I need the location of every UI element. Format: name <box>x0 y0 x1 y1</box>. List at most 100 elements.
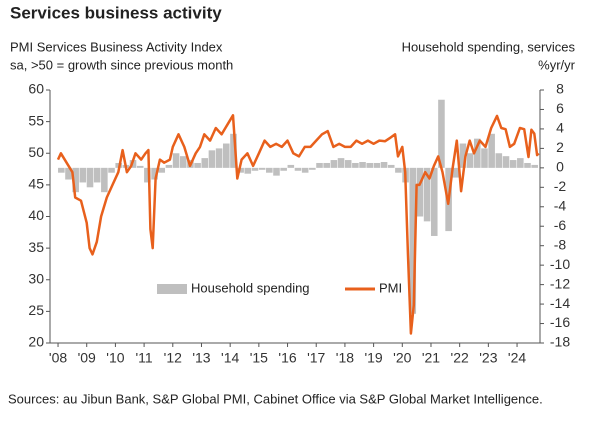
x-tick-label: '19 <box>364 350 382 366</box>
y-tick-label: 40 <box>28 207 44 223</box>
legend-label: Household spending <box>191 280 310 295</box>
x-tick-label: '13 <box>192 350 210 366</box>
x-tick-label: '09 <box>78 350 96 366</box>
y-tick-label: 50 <box>28 144 44 160</box>
bar <box>273 167 280 176</box>
bar <box>158 167 166 173</box>
y2-tick-label: 2 <box>556 139 564 155</box>
x-tick-label: '18 <box>336 350 354 366</box>
bar <box>294 167 302 171</box>
y-axis-label: PMI Services Business Activity Index <box>10 39 223 54</box>
bar <box>423 167 431 222</box>
bar <box>481 148 488 168</box>
y-tick-label: 45 <box>28 176 44 192</box>
bar <box>58 167 65 173</box>
y2-tick-label: -4 <box>554 197 567 213</box>
bar <box>144 167 151 183</box>
source-note: Sources: au Jibun Bank, S&P Global PMI, … <box>8 391 543 406</box>
bar <box>244 167 252 174</box>
bar <box>237 167 244 173</box>
bar <box>266 167 273 173</box>
x-tick-label: '08 <box>49 350 67 366</box>
bar <box>409 167 417 314</box>
bar <box>452 167 460 178</box>
bar <box>172 153 180 168</box>
y-axis-label: sa, >50 = growth since previous month <box>10 57 233 72</box>
bar <box>531 164 538 168</box>
bar <box>215 148 223 168</box>
bar <box>201 158 209 168</box>
y2-tick-label: -2 <box>554 178 567 194</box>
bar <box>316 162 323 168</box>
bar <box>502 156 510 168</box>
legend-swatch <box>157 284 187 294</box>
x-tick-label: '23 <box>479 350 497 366</box>
y2-tick-label: 0 <box>556 159 564 175</box>
bar <box>108 167 115 173</box>
x-tick-label: '24 <box>508 350 526 366</box>
bar <box>301 167 309 173</box>
y-tick-label: 20 <box>28 334 44 350</box>
x-tick-label: '15 <box>250 350 268 366</box>
bar <box>86 167 94 188</box>
bar <box>387 164 395 168</box>
bar <box>495 153 503 168</box>
y2-tick-label: -6 <box>554 217 567 233</box>
bar <box>438 99 445 168</box>
bar <box>151 167 158 180</box>
bar <box>380 162 388 168</box>
bar <box>366 162 374 168</box>
bar <box>323 162 330 168</box>
bar <box>395 167 402 173</box>
y2-tick-label: 4 <box>556 120 564 136</box>
bar <box>136 165 144 168</box>
bar <box>359 162 366 168</box>
y2-tick-label: -12 <box>550 275 570 291</box>
bar <box>517 158 524 168</box>
y2-tick-label: -16 <box>550 314 570 330</box>
bar <box>524 162 531 168</box>
bar <box>65 167 72 180</box>
bar <box>280 167 287 171</box>
bar <box>337 158 345 168</box>
y2-tick-label: 6 <box>556 100 564 116</box>
bar <box>258 167 266 170</box>
bar <box>165 164 173 168</box>
bar <box>194 162 201 168</box>
bar <box>416 167 424 217</box>
x-tick-label: '10 <box>106 350 124 366</box>
pmi-line <box>56 114 540 335</box>
bar <box>72 167 79 193</box>
y-tick-label: 25 <box>28 302 44 318</box>
y-tick-label: 55 <box>28 112 44 128</box>
chart-title: Services business activity <box>10 3 222 22</box>
x-tick-label: '17 <box>307 350 325 366</box>
y2-tick-label: -8 <box>554 236 567 252</box>
y2-tick-label: 8 <box>556 81 564 97</box>
bar <box>101 167 108 193</box>
y-tick-label: 35 <box>28 239 44 255</box>
x-tick-label: '21 <box>422 350 440 366</box>
y-tick-label: 60 <box>28 81 44 97</box>
bar <box>352 162 359 168</box>
bar <box>459 143 467 168</box>
bar <box>309 167 316 170</box>
bar <box>79 167 87 183</box>
y2-tick-label: -14 <box>550 295 570 311</box>
bar <box>208 150 216 168</box>
x-tick-label: '22 <box>451 350 469 366</box>
x-tick-label: '20 <box>393 350 411 366</box>
y2-axis-label: Household spending, services <box>402 39 576 54</box>
y2-tick-label: -10 <box>550 256 570 272</box>
bar <box>509 160 517 168</box>
x-tick-label: '16 <box>278 350 296 366</box>
bar <box>93 167 101 183</box>
bar <box>373 162 381 168</box>
y2-tick-label: -18 <box>550 334 570 350</box>
y2-axis-label: %yr/yr <box>538 57 576 72</box>
bar <box>466 153 474 168</box>
bar <box>251 167 259 171</box>
bar <box>179 156 187 168</box>
bar <box>330 160 338 168</box>
